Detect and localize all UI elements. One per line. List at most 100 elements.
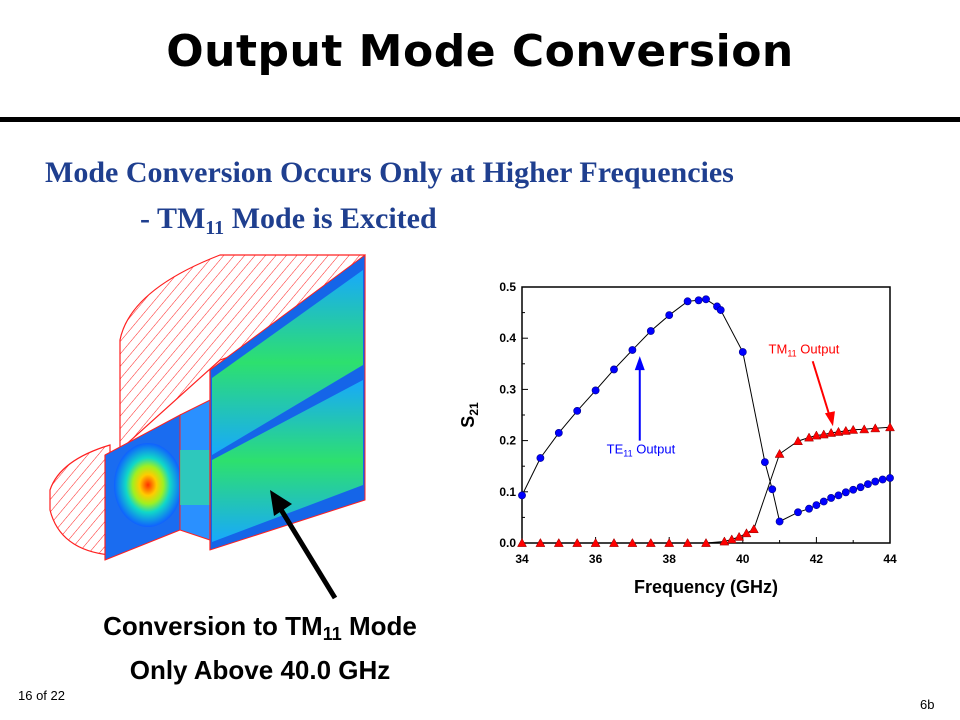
inner-shell-left <box>49 444 111 556</box>
te11-data-point <box>864 480 872 489</box>
field-pattern-illustration <box>49 254 366 561</box>
te11-label-main: TE <box>607 441 624 456</box>
page-number: 16 of 22 <box>18 688 65 703</box>
tm11-data-point <box>748 524 759 534</box>
tm11-label-main: TM <box>769 342 788 357</box>
te11-label-rest: Output <box>633 441 676 456</box>
tm11-data-point <box>811 430 822 440</box>
caption-line-2: Only Above 40.0 GHz <box>129 655 391 685</box>
tm11-data-point <box>859 424 870 434</box>
te11-data-point <box>878 475 887 484</box>
te11-data-point <box>849 485 858 494</box>
x-tick-label: 36 <box>589 552 603 566</box>
y-tick-label: 0.2 <box>499 434 516 448</box>
upper-mode-band <box>212 270 363 455</box>
tm11-data-point <box>627 537 638 547</box>
y-tick-label: 0.0 <box>499 536 516 550</box>
tm11-label-rest: Output <box>797 342 840 357</box>
title-divider <box>0 117 960 122</box>
te11-data-point <box>794 508 802 517</box>
plot-area-border <box>521 286 891 544</box>
te11-label-subscript: 11 <box>623 448 632 458</box>
x-tick-label: 34 <box>515 552 529 566</box>
tm11-data-point <box>719 536 730 546</box>
x-axis-label: Frequency (GHz) <box>634 577 778 597</box>
tm11-data-point <box>840 425 851 435</box>
tm11-arrow-shaft <box>811 360 831 416</box>
tm11-arrow-head <box>824 411 835 427</box>
te11-arrow-head <box>634 356 645 371</box>
te11-data-point <box>554 429 563 437</box>
y-axis-label-subscript: 21 <box>467 402 481 416</box>
te11-data-point <box>768 485 777 494</box>
tm11-data-point <box>833 426 844 436</box>
tm11-data-point <box>609 537 619 547</box>
caption-line-1-prefix: Conversion to TM <box>103 611 323 641</box>
tm11-data-point <box>870 423 881 433</box>
tm11-data-point <box>818 429 829 439</box>
subtitle-line-2-suffix: Mode is Excited <box>224 202 437 235</box>
coupling-region <box>180 450 210 505</box>
subtitle-line-2-prefix: - TM <box>140 202 206 235</box>
tm11-output-label: TM11 Output <box>769 342 840 359</box>
y-tick-label: 0.3 <box>499 382 516 396</box>
tm11-data-point <box>645 537 656 547</box>
x-tick-label: 42 <box>810 552 824 566</box>
tm11-data-point <box>848 424 859 434</box>
x-tick-label: 44 <box>883 552 897 566</box>
subtitle-line-1: Mode Conversion Occurs Only at Higher Fr… <box>45 156 734 189</box>
tm11-data-point <box>590 537 601 547</box>
lower-mode-band <box>212 380 363 542</box>
x-tick-label: 38 <box>663 552 677 566</box>
y-tick-label: 0.5 <box>499 280 516 294</box>
tm11-data-point <box>793 436 803 445</box>
series-line-tm11 <box>522 426 891 544</box>
te11-data-point <box>665 311 674 320</box>
te11-data-point <box>812 501 821 510</box>
tm11-data-point <box>726 534 737 544</box>
te11-data-point <box>702 295 710 304</box>
slide-title: Output Mode Conversion <box>166 26 794 77</box>
tm11-data-point <box>664 537 675 547</box>
te11-data-point <box>738 348 747 356</box>
subtitle-line-2: - TM11 Mode is Excited <box>45 196 734 251</box>
te11-data-point <box>518 491 526 500</box>
field-hotspot <box>114 443 182 527</box>
te11-data-point <box>805 504 813 513</box>
tm11-data-point <box>701 537 711 547</box>
te11-data-point <box>827 494 836 502</box>
te11-output-label: TE11 Output <box>607 441 676 458</box>
te11-data-point <box>886 474 894 482</box>
te11-data-point <box>683 297 692 306</box>
tm11-label-subscript: 11 <box>787 349 796 359</box>
te11-data-point <box>871 477 880 486</box>
tm11-data-point <box>885 422 895 432</box>
te11-data-point <box>716 306 725 314</box>
te11-data-point <box>610 365 618 374</box>
s21-chart: 34 36 38 40 42 44 Frequency (GHz) 0.0 0.1 0.2 0.3… <box>458 280 897 597</box>
te11-data-point <box>573 407 582 415</box>
y-tick-label: 0.1 <box>499 485 516 499</box>
te11-data-point <box>628 346 637 354</box>
x-tick-label: 40 <box>736 552 750 566</box>
tm11-data-point <box>804 432 814 442</box>
te11-data-point <box>775 517 784 526</box>
tm11-data-point <box>774 448 785 458</box>
te11-data-point <box>760 458 769 467</box>
te11-data-point <box>819 497 828 506</box>
tm11-data-point <box>741 528 752 538</box>
illustration-caption: Conversion to TM11 Mode Only Above 40.0 … <box>40 608 480 688</box>
caption-line-1-subscript: 11 <box>322 624 342 644</box>
caption-line-1-suffix: Mode <box>341 611 417 641</box>
te11-data-point <box>536 454 545 462</box>
subtitle-line-2-subscript: 11 <box>205 217 225 239</box>
slide-subtitle: Mode Conversion Occurs Only at Higher Fr… <box>45 150 734 251</box>
te11-data-point <box>841 488 850 497</box>
te11-data-point <box>834 491 843 500</box>
y-tick-label: 0.4 <box>499 331 516 345</box>
y-axis-label: S21 <box>458 402 481 428</box>
tm11-data-point <box>517 537 527 547</box>
tm11-data-point <box>682 537 693 547</box>
te11-data-point <box>646 327 655 335</box>
tm11-data-point <box>535 537 546 547</box>
